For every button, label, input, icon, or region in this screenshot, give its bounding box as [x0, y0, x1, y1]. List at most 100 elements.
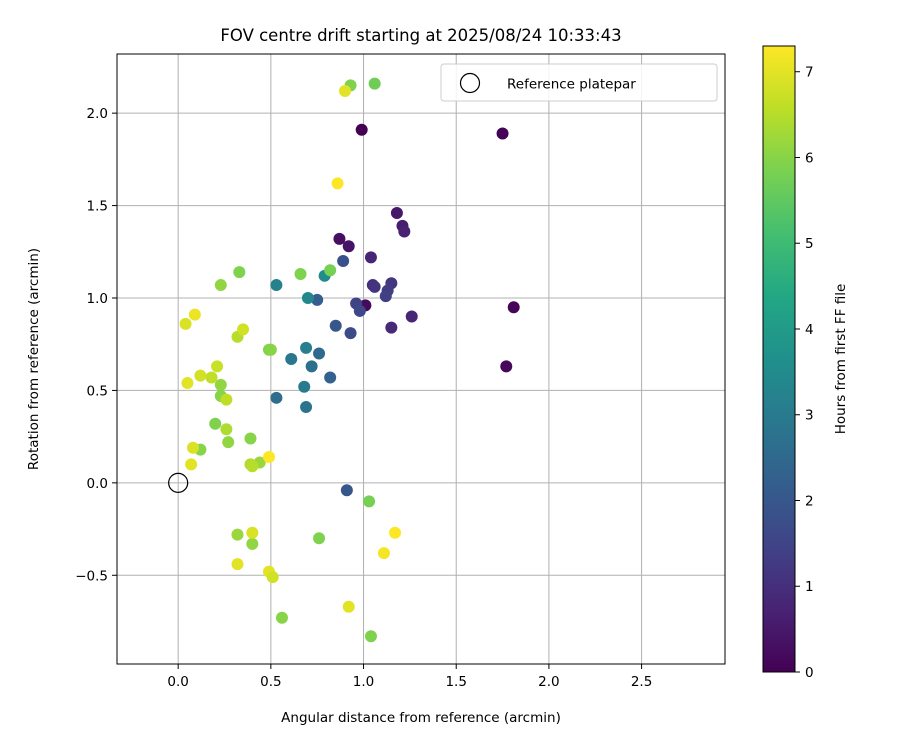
- x-axis-label: Angular distance from reference (arcmin): [281, 710, 561, 726]
- y-tick-label: 1.5: [87, 199, 108, 215]
- x-tick-label: 0.0: [167, 674, 188, 690]
- legend-reference-label: Reference platepar: [507, 77, 636, 93]
- data-point: [368, 280, 381, 293]
- data-point: [246, 537, 259, 550]
- colorbar-tick-label: 5: [805, 236, 814, 252]
- y-tick-label: 2.0: [87, 106, 108, 122]
- data-point: [246, 460, 259, 473]
- legend-box: [440, 63, 718, 102]
- data-point: [363, 495, 376, 508]
- data-point: [270, 279, 283, 292]
- data-point: [231, 558, 244, 571]
- data-point: [185, 458, 198, 471]
- reference-platepar-marker: [168, 472, 189, 493]
- colorbar-tick-label: 1: [805, 579, 814, 595]
- data-point: [305, 360, 318, 373]
- data-point: [179, 317, 192, 330]
- data-point: [389, 526, 402, 539]
- data-point: [313, 532, 326, 545]
- data-point: [294, 267, 307, 280]
- data-point: [244, 432, 257, 445]
- data-point: [237, 323, 250, 336]
- axes-frame: [116, 53, 726, 665]
- x-tick-label: 2.5: [631, 674, 652, 690]
- data-point: [385, 321, 398, 334]
- data-point: [339, 84, 351, 97]
- data-point: [342, 240, 355, 253]
- data-point: [300, 341, 313, 354]
- data-point: [340, 484, 353, 497]
- data-point: [368, 77, 381, 90]
- data-point: [300, 401, 313, 414]
- data-point: [324, 264, 337, 277]
- colorbar-ticks: 0 1 2 3 4 5 6 7: [795, 65, 814, 681]
- data-point: [324, 371, 337, 384]
- data-point: [187, 441, 199, 454]
- y-axis-label: Rotation from reference (arcmin): [26, 248, 42, 470]
- data-points: [179, 77, 520, 643]
- data-point: [329, 319, 342, 332]
- data-point: [188, 308, 201, 321]
- data-point: [331, 177, 344, 190]
- data-point: [220, 423, 233, 436]
- data-point: [285, 353, 298, 365]
- data-point: [231, 528, 244, 541]
- colorbar-tick-label: 2: [805, 493, 814, 509]
- colorbar-tick-label: 0: [805, 665, 814, 681]
- data-point: [298, 380, 311, 393]
- data-point: [209, 417, 222, 430]
- data-point: [311, 293, 324, 306]
- data-point: [390, 206, 403, 219]
- data-point: [364, 251, 377, 264]
- data-point: [398, 225, 411, 238]
- data-point: [211, 360, 224, 373]
- data-point: [379, 290, 392, 303]
- x-tick-label: 1.5: [445, 674, 466, 690]
- data-point: [355, 123, 368, 136]
- x-ticks: 0.0 0.5 1.0 1.5 2.0 2.5: [167, 664, 652, 690]
- y-ticks: −0.5 0.0 0.5 1.0 1.5 2.0: [75, 106, 117, 584]
- colorbar-tick-label: 6: [805, 150, 814, 166]
- data-point: [264, 343, 277, 356]
- data-point: [301, 292, 314, 304]
- data-point: [205, 371, 218, 384]
- data-point: [507, 301, 520, 314]
- chart-title: FOV centre drift starting at 2025/08/24 …: [220, 26, 621, 45]
- colorbar: 0 1 2 3 4 5 6 7 Hours from first FF file: [762, 45, 849, 681]
- data-point: [353, 304, 366, 317]
- colorbar-tick-label: 4: [805, 322, 814, 338]
- data-point: [194, 369, 207, 382]
- data-point: [220, 393, 233, 406]
- grid-lines: [117, 54, 725, 664]
- data-point: [377, 547, 390, 560]
- y-tick-label: 0.5: [87, 383, 108, 399]
- data-point: [496, 127, 509, 140]
- y-tick-label: 0.0: [87, 476, 108, 492]
- data-point: [214, 378, 227, 391]
- data-point: [500, 360, 513, 373]
- data-point: [342, 600, 355, 613]
- data-point: [263, 450, 275, 463]
- x-tick-label: 2.0: [538, 674, 559, 690]
- data-point: [344, 327, 357, 340]
- reference-marker-group: [168, 472, 189, 493]
- y-tick-label: −0.5: [75, 568, 108, 584]
- data-point: [214, 279, 227, 292]
- data-point: [337, 255, 350, 268]
- data-point: [275, 611, 288, 624]
- colorbar-tick-label: 3: [805, 408, 814, 424]
- colorbar-tick-label: 7: [805, 65, 814, 81]
- data-point: [333, 232, 346, 245]
- data-point: [405, 310, 418, 323]
- legend-reference-marker: [459, 72, 481, 94]
- data-point: [181, 377, 194, 390]
- x-tick-label: 0.5: [260, 674, 281, 690]
- x-tick-label: 1.0: [353, 674, 374, 690]
- data-point: [233, 266, 246, 279]
- legend: Reference platepar: [440, 63, 718, 102]
- data-point: [313, 347, 326, 360]
- y-tick-label: 1.0: [87, 291, 108, 307]
- colorbar-label: Hours from first FF file: [833, 284, 849, 435]
- data-point: [270, 391, 283, 404]
